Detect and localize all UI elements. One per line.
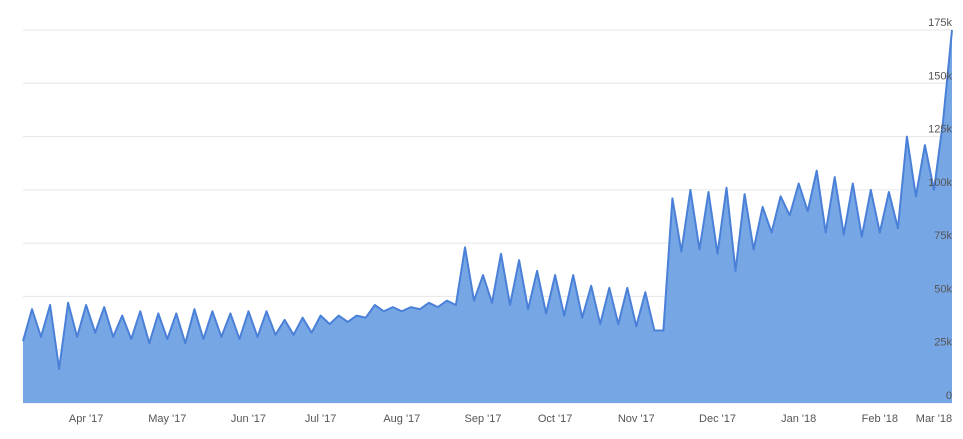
x-tick-label: Aug '17 [383,413,420,425]
y-tick-label: 25k [934,337,952,349]
y-tick-label: 75k [934,230,952,242]
x-tick-label: Nov '17 [618,413,655,425]
x-tick-label: Jun '17 [231,413,266,425]
y-tick-label: 150k [928,70,952,82]
x-tick-label: May '17 [148,413,186,425]
x-tick-label: Dec '17 [699,413,736,425]
y-tick-label: 125k [928,124,952,136]
line [22,29,953,370]
x-tick-label: Sep '17 [465,413,502,425]
area [23,30,952,403]
y-tick-label: 100k [928,177,952,189]
y-tick-label: 175k [928,17,952,29]
y-tick-label: 0 [946,390,952,402]
x-tick-label: Feb '18 [862,413,898,425]
y-tick-label: 50k [934,283,952,295]
x-tick-label: Mar '18 [916,413,952,425]
x-tick-label: Apr '17 [69,413,104,425]
x-tick-label: Jan '18 [781,413,816,425]
x-tick-label: Oct '17 [538,413,573,425]
x-tick-label: Jul '17 [305,413,336,425]
